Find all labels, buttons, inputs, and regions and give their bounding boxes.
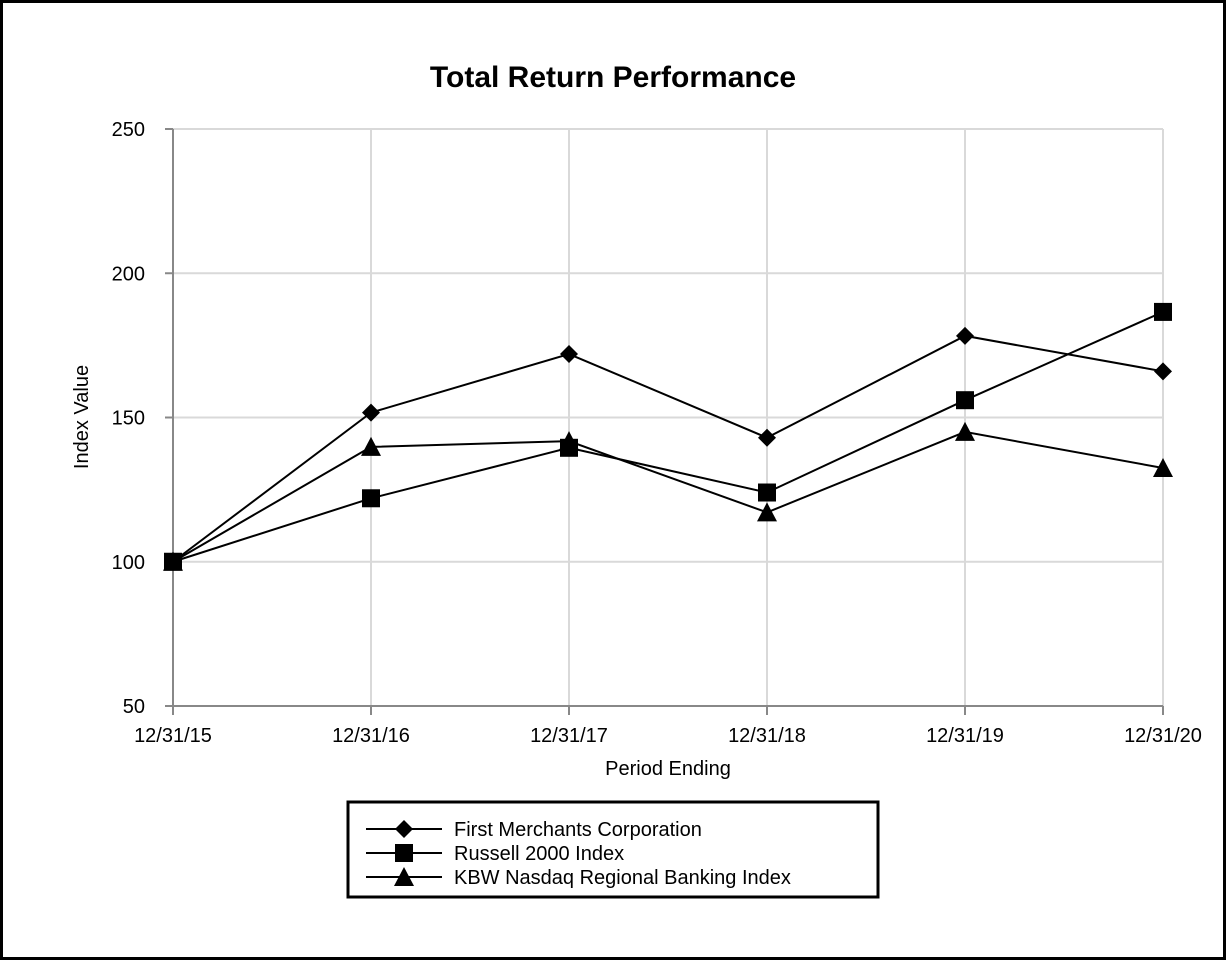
legend-label-1: First Merchants Corporation: [454, 819, 702, 841]
triangle-marker: [1153, 457, 1173, 477]
series-layer: [163, 302, 1173, 571]
chart-title: Total Return Performance: [430, 61, 796, 94]
legend-square-icon: [395, 844, 413, 862]
legend-label-3: KBW Nasdaq Regional Banking Index: [454, 867, 791, 889]
y-axis-label: Index Value: [71, 365, 93, 469]
triangle-marker: [163, 551, 183, 571]
x-tick-label: 12/31/17: [530, 725, 608, 747]
series-line-3: [172, 430, 1164, 563]
square-marker: [956, 391, 974, 410]
square-marker: [1154, 302, 1172, 321]
x-tick-label: 12/31/16: [332, 725, 410, 747]
x-axis-label: Period Ending: [605, 758, 731, 780]
x-tick-label: 12/31/15: [134, 725, 212, 747]
grid-layer: [173, 128, 1164, 706]
legend-triangle-icon: [394, 867, 414, 886]
legend-label-2: Russell 2000 Index: [454, 843, 624, 865]
triangle-marker: [361, 436, 381, 456]
axis-layer: 50 100 150 200 250 12/31/15 12/31/16 12/31/17 12…: [112, 119, 1202, 747]
legend-box: [346, 800, 880, 899]
x-tick-label: 12/31/19: [926, 725, 1004, 747]
series-line-1: [172, 334, 1164, 563]
diamond-marker: [758, 428, 776, 447]
y-tick-label: 200: [112, 263, 145, 285]
x-tick-label: 12/31/20: [1124, 725, 1202, 747]
y-tick-label: 150: [112, 408, 145, 430]
legend-diamond-icon: [395, 820, 413, 838]
diamond-marker: [956, 326, 974, 345]
diamond-marker: [362, 403, 380, 422]
diamond-marker: [1154, 362, 1172, 381]
square-marker: [758, 483, 776, 502]
y-tick-label: 100: [112, 552, 145, 574]
series-line-2: [172, 310, 1164, 563]
y-tick-label: 50: [123, 696, 145, 718]
diamond-marker: [560, 345, 578, 364]
y-tick-label: 250: [112, 119, 145, 141]
square-marker: [362, 489, 380, 508]
triangle-marker: [757, 502, 777, 522]
triangle-marker: [955, 421, 975, 441]
x-tick-label: 12/31/18: [728, 725, 806, 747]
triangle-marker: [559, 431, 579, 451]
